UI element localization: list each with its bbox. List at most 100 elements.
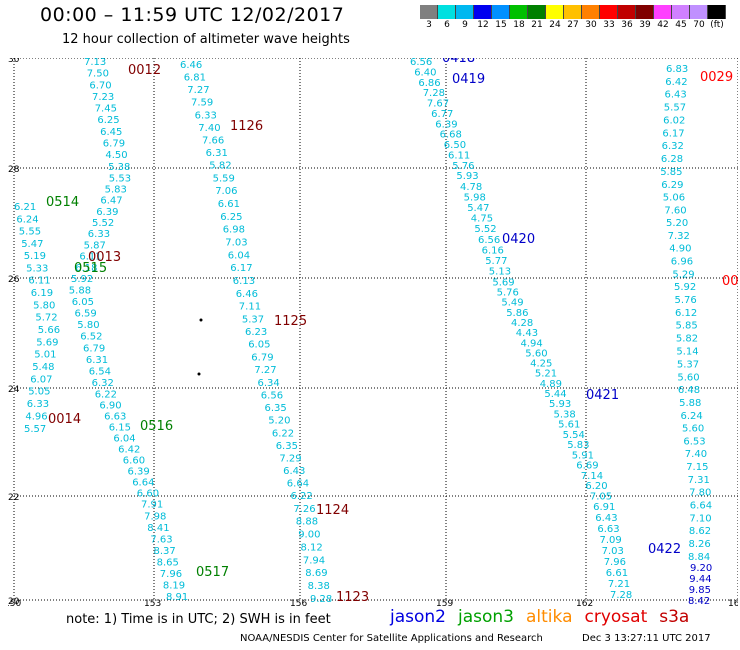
swh-value: 6.64 (287, 479, 309, 490)
swh-value: 6.42 (665, 77, 687, 88)
swh-value: 5.72 (35, 313, 57, 324)
swh-value: 6.21 (14, 202, 36, 213)
swh-value: 6.17 (662, 128, 684, 139)
swh-value: 5.69 (36, 337, 58, 348)
pass-time-label: 0421 (586, 388, 619, 403)
pass-time-label: 1123 (336, 590, 369, 605)
swh-value: 6.34 (258, 378, 280, 389)
island-dot (197, 372, 201, 376)
swh-value: 5.38 (554, 409, 576, 420)
scale-label: 42 (657, 20, 669, 30)
swh-value: 9.00 (298, 530, 320, 541)
swh-value: 5.57 (664, 103, 686, 114)
swh-value: 6.68 (440, 130, 462, 141)
pass-time-label: 0013 (88, 250, 121, 265)
swh-value: 5.38 (108, 162, 130, 173)
scale-label: 30 (585, 20, 597, 30)
swh-value: 5.29 (672, 269, 694, 280)
swh-value: 5.61 (558, 420, 580, 431)
pass-time-label: 0516 (140, 419, 173, 434)
swh-value: 6.61 (606, 568, 628, 579)
swh-value: 6.60 (137, 489, 159, 500)
wave-height-map: 302826242220150153156159162165 7.137.506… (8, 58, 738, 606)
swh-value: 6.56 (410, 58, 432, 68)
swh-value: 5.88 (69, 285, 91, 296)
swh-value: 7.10 (689, 513, 711, 524)
swh-value: 5.33 (26, 263, 48, 274)
swh-value: 7.05 (590, 491, 612, 502)
scale-swatch (654, 5, 672, 19)
swh-value: 7.06 (215, 186, 237, 197)
swh-value: 5.47 (21, 239, 43, 250)
swh-value: 7.14 (581, 471, 603, 482)
swh-value: 5.93 (456, 171, 478, 182)
swh-value: 7.40 (685, 449, 707, 460)
swh-value: 4.28 (511, 318, 533, 329)
swh-value: 6.64 (132, 478, 154, 489)
scale-swatch (492, 5, 510, 19)
scale-swatch (618, 5, 636, 19)
swh-value: 6.07 (30, 374, 52, 385)
swh-value: 7.40 (198, 123, 220, 134)
swh-value: 5.52 (474, 224, 496, 235)
swh-value: 6.15 (109, 423, 131, 434)
swh-value: 6.33 (27, 399, 49, 410)
swh-value: 6.32 (662, 141, 684, 152)
swh-value: 5.37 (242, 314, 264, 325)
swh-value: 6.39 (435, 119, 457, 130)
swh-value: 5.37 (677, 359, 699, 370)
swh-value: 6.02 (663, 116, 685, 127)
swh-value: 6.20 (585, 481, 607, 492)
swh-value: 7.66 (202, 136, 224, 147)
swh-value: 7.96 (604, 557, 626, 568)
swh-value: 6.24 (16, 214, 38, 225)
swh-value: 6.98 (223, 225, 245, 236)
pass-time-label: 1125 (274, 314, 307, 329)
swh-value: 7.27 (187, 85, 209, 96)
latitude-label: 20 (8, 597, 20, 606)
swh-value: 6.35 (265, 403, 287, 414)
swh-value: 8.38 (308, 581, 330, 592)
swh-value: 6.79 (83, 343, 105, 354)
swh-value: 7.45 (95, 104, 117, 115)
scale-label: 3 (426, 20, 432, 30)
scale-swatch (438, 5, 456, 19)
swh-value: 5.60 (682, 424, 704, 435)
swh-value: 7.27 (254, 365, 276, 376)
swh-value: 6.47 (100, 196, 122, 207)
swh-value: 6.59 (75, 309, 97, 320)
scale-label: 6 (444, 20, 450, 30)
pass-time-label: 0014 (48, 412, 81, 427)
pass-time-label: 1126 (230, 119, 263, 134)
scale-swatch (672, 5, 690, 19)
swh-value: 8.91 (166, 592, 188, 603)
swh-value: 7.94 (303, 555, 325, 566)
swh-value: 6.69 (576, 461, 598, 472)
swh-value: 7.60 (664, 205, 686, 216)
pass-time-label: 0012 (128, 63, 161, 78)
figure-title: 00:00 – 11:59 UTC 12/02/2017 (40, 4, 345, 26)
scale-label: 36 (621, 20, 633, 30)
swh-value: 5.20 (268, 416, 290, 427)
swh-value: 6.40 (414, 67, 436, 78)
swh-value: 5.92 (674, 282, 696, 293)
scale-swatch (456, 5, 474, 19)
swh-value: 6.83 (666, 64, 688, 75)
swh-value: 6.46 (180, 60, 202, 71)
swh-value: 6.24 (681, 411, 703, 422)
pass-time-label: 1124 (316, 503, 349, 518)
swh-value: 5.76 (497, 288, 519, 299)
pass-time-label: 0422 (648, 542, 681, 557)
longitude-label: 165 (728, 599, 738, 606)
swh-value: 5.82 (209, 161, 231, 172)
swh-value: 7.15 (686, 462, 708, 473)
swh-value: 5.87 (84, 240, 106, 251)
swh-value: 6.48 (678, 385, 700, 396)
latitude-label: 26 (8, 275, 20, 285)
swh-value: 6.77 (431, 109, 453, 120)
figure-subtitle: 12 hour collection of altimeter wave hei… (62, 32, 350, 47)
swh-value: 6.39 (96, 207, 118, 218)
swh-value: 8.41 (147, 523, 169, 534)
swh-value: 6.22 (272, 428, 294, 439)
